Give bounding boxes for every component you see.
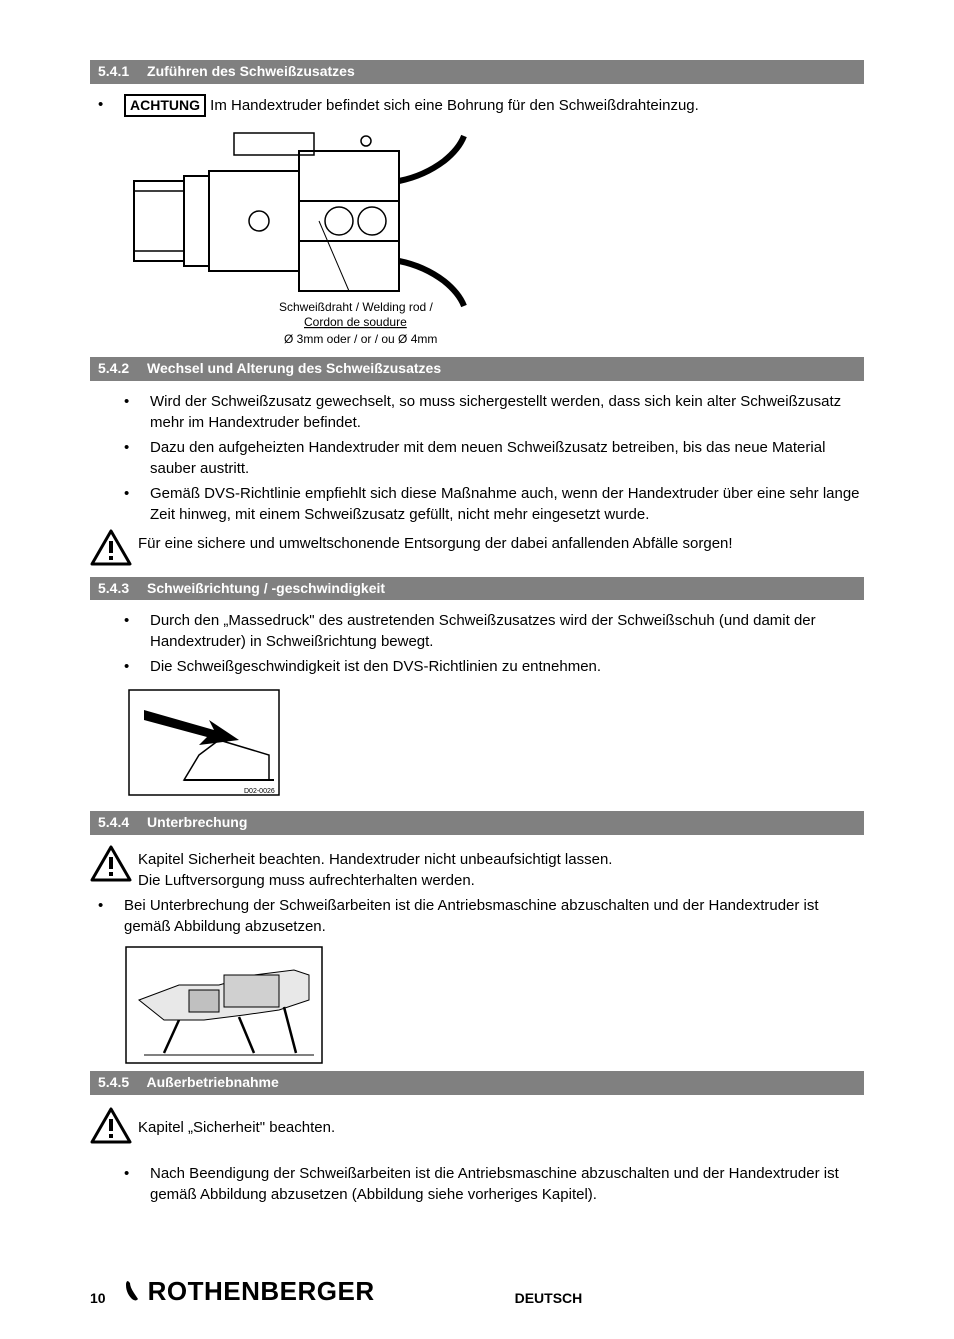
warning-text: Kapitel Sicherheit beachten. Handextrude…	[138, 845, 864, 891]
bullet-dot: •	[90, 656, 150, 677]
page-footer: 10 ROTHENBERGER DEUTSCH	[90, 1273, 864, 1309]
bullet-line: • Durch den „Massedruck" des austretende…	[90, 610, 864, 652]
bullet-line: • Nach Beendigung der Schweißarbeiten is…	[90, 1163, 864, 1205]
warning-icon	[90, 845, 138, 889]
bullet-dot: •	[90, 391, 150, 433]
warning-icon	[90, 529, 138, 573]
section-title: Unterbrechung	[147, 814, 247, 830]
bullet-dot: •	[90, 610, 150, 652]
warning-text: Für eine sichere und umweltschonende Ent…	[138, 529, 864, 554]
bullet-dot: •	[90, 94, 124, 118]
section-header-545: 5.4.5 Außerbetriebnahme	[90, 1071, 864, 1095]
bullet-line: • Wird der Schweißzusatz gewechselt, so …	[90, 391, 864, 433]
bullet-text: Nach Beendigung der Schweißarbeiten ist …	[150, 1163, 864, 1205]
bullet-line: • ACHTUNG Im Handextruder befindet sich …	[90, 94, 864, 118]
warning-text: Kapitel „Sicherheit" beachten.	[138, 1107, 864, 1138]
bullet-line: • Dazu den aufgeheizten Handextruder mit…	[90, 437, 864, 479]
section-num: 5.4.1	[98, 62, 129, 82]
bullet-dot: •	[90, 483, 150, 525]
intro-text: Im Handextruder befindet sich eine Bohru…	[210, 97, 699, 114]
bullet-dot: •	[90, 437, 150, 479]
bullet-dot: •	[90, 895, 124, 937]
section-header-544: 5.4.4 Unterbrechung	[90, 811, 864, 835]
section-title: Schweißrichtung / -geschwindigkeit	[147, 580, 385, 596]
section-num: 5.4.3	[98, 579, 129, 599]
section-header-542: 5.4.2 Wechsel und Alterung des Schweißzu…	[90, 357, 864, 381]
fig-code: D02-0026	[244, 788, 275, 795]
bullet-text: Die Schweißgeschwindigkeit ist den DVS-R…	[150, 656, 864, 677]
figure-direction: D02-0026	[124, 685, 864, 811]
section-title: Wechsel und Alterung des Schweißzusatzes	[147, 360, 441, 376]
language-label: DEUTSCH	[515, 1289, 583, 1309]
section-header-543: 5.4.3 Schweißrichtung / -geschwindigkeit	[90, 577, 864, 601]
bullet-text: Durch den „Massedruck" des austretenden …	[150, 610, 864, 652]
section-num: 5.4.2	[98, 359, 129, 379]
bullet-text: Wird der Schweißzusatz gewechselt, so mu…	[150, 391, 864, 433]
fig-label-1: Schweißdraht / Welding rod /	[279, 300, 434, 314]
bullet-line: • Bei Unterbrechung der Schweißarbeiten …	[90, 895, 864, 937]
bullet-text: ACHTUNG Im Handextruder befindet sich ei…	[124, 94, 864, 118]
bullet-line: • Die Schweißgeschwindigkeit ist den DVS…	[90, 656, 864, 677]
warn-line-2: Die Luftversorgung muss aufrechterhalten…	[138, 870, 864, 891]
section-num: 5.4.5	[98, 1073, 129, 1093]
bullet-line: • Gemäß DVS-Richtlinie empfiehlt sich di…	[90, 483, 864, 525]
warn-line-1: Kapitel Sicherheit beachten. Handextrude…	[138, 849, 864, 870]
warning-icon	[90, 1107, 138, 1151]
section-title: Außerbetriebnahme	[147, 1074, 279, 1090]
figure-rest-position	[124, 945, 864, 1071]
bullet-text: Dazu den aufgeheizten Handextruder mit d…	[150, 437, 864, 479]
bullet-text: Bei Unterbrechung der Schweißarbeiten is…	[124, 895, 864, 937]
achtung-badge: ACHTUNG	[124, 94, 206, 118]
fig-diameter: Ø 3mm oder / or / ou Ø 4mm	[284, 332, 437, 346]
bullet-dot: •	[90, 1163, 150, 1205]
section-num: 5.4.4	[98, 813, 129, 833]
fig-label-2: Cordon de soudure	[304, 315, 407, 329]
warning-row: Kapitel „Sicherheit" beachten.	[90, 1107, 864, 1151]
brand-text: ROTHENBERGER	[148, 1276, 375, 1306]
section-title: Zuführen des Schweißzusatzes	[147, 63, 355, 79]
section-header-541: 5.4.1 Zuführen des Schweißzusatzes	[90, 60, 864, 84]
figure-extruder-diagram: Schweißdraht / Welding rod / Cordon de s…	[124, 121, 864, 357]
bullet-text: Gemäß DVS-Richtlinie empfiehlt sich dies…	[150, 483, 864, 525]
page-number: 10	[90, 1289, 106, 1309]
brand-logo: ROTHENBERGER	[124, 1273, 375, 1309]
warning-row: Für eine sichere und umweltschonende Ent…	[90, 529, 864, 573]
warning-row: Kapitel Sicherheit beachten. Handextrude…	[90, 845, 864, 891]
